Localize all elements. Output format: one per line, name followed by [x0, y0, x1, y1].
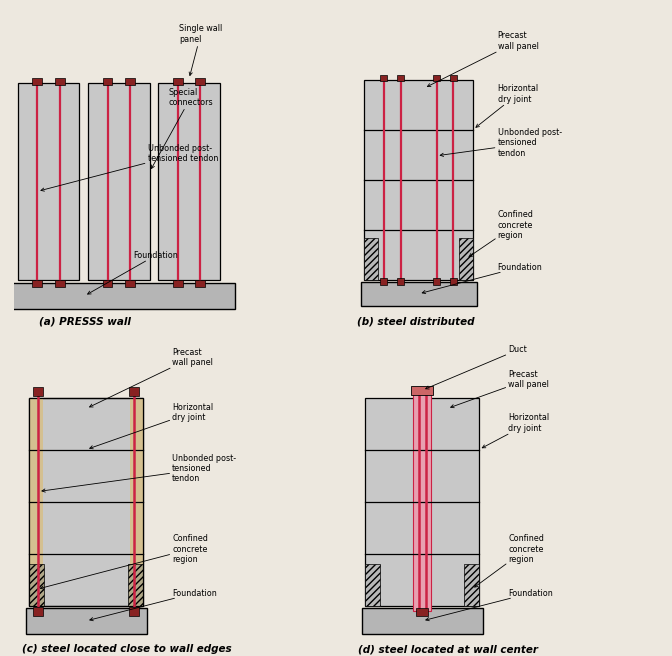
Bar: [125, 280, 135, 287]
Text: Foundation: Foundation: [426, 588, 553, 621]
Bar: [88, 83, 150, 280]
Bar: [173, 77, 183, 85]
Text: (a) PRESSS wall: (a) PRESSS wall: [39, 316, 130, 326]
Bar: [464, 564, 479, 606]
Bar: [103, 77, 112, 85]
Bar: [7, 283, 235, 309]
Bar: [129, 607, 139, 616]
Bar: [173, 280, 183, 287]
Bar: [129, 387, 139, 396]
Bar: [196, 77, 205, 85]
Bar: [32, 280, 42, 287]
Bar: [125, 77, 135, 85]
Bar: [397, 278, 405, 285]
Bar: [413, 393, 431, 611]
Text: Unbonded post-
tensioned
tendon: Unbonded post- tensioned tendon: [440, 128, 562, 158]
Text: Horizontal
dry joint: Horizontal dry joint: [482, 413, 550, 448]
Text: Precast
wall panel: Precast wall panel: [427, 31, 538, 87]
Text: Foundation: Foundation: [87, 251, 178, 294]
Bar: [33, 607, 44, 616]
Bar: [33, 387, 44, 396]
Bar: [196, 280, 205, 287]
Bar: [128, 564, 143, 606]
Bar: [55, 280, 65, 287]
Bar: [397, 75, 405, 81]
Bar: [32, 77, 42, 85]
Bar: [103, 280, 112, 287]
Bar: [417, 609, 428, 616]
Text: Precast
wall panel: Precast wall panel: [89, 348, 213, 407]
Bar: [55, 77, 65, 85]
Bar: [364, 80, 473, 280]
Bar: [30, 398, 42, 606]
Bar: [30, 564, 44, 606]
Text: Precast
wall panel: Precast wall panel: [451, 369, 549, 408]
Text: Unbonded post-
tensioned
tendon: Unbonded post- tensioned tendon: [42, 454, 237, 492]
Text: (b) steel distributed: (b) steel distributed: [358, 316, 474, 326]
Bar: [130, 398, 143, 606]
Text: Confined
concrete
region: Confined concrete region: [474, 534, 544, 587]
Bar: [30, 398, 143, 606]
Bar: [158, 83, 220, 280]
Text: Special
connectors: Special connectors: [151, 88, 213, 169]
Bar: [450, 278, 457, 285]
Bar: [411, 386, 433, 395]
Text: Foundation: Foundation: [422, 262, 542, 294]
Bar: [362, 609, 482, 634]
Bar: [380, 75, 387, 81]
Bar: [380, 278, 387, 285]
Bar: [366, 564, 380, 606]
Bar: [459, 237, 473, 280]
Text: Foundation: Foundation: [90, 588, 217, 621]
Text: (c) steel located close to wall edges: (c) steel located close to wall edges: [22, 644, 232, 654]
Text: Unbonded post-
tensioned tendon: Unbonded post- tensioned tendon: [41, 144, 218, 191]
Bar: [361, 282, 476, 306]
Bar: [433, 278, 440, 285]
Text: Horizontal
dry joint: Horizontal dry joint: [476, 84, 539, 127]
Text: Confined
concrete
region: Confined concrete region: [469, 210, 534, 256]
Text: Confined
concrete
region: Confined concrete region: [40, 534, 208, 589]
Bar: [366, 398, 479, 606]
Bar: [30, 398, 143, 606]
Text: Duct: Duct: [425, 346, 527, 389]
Bar: [364, 237, 378, 280]
Bar: [26, 609, 146, 634]
Bar: [450, 75, 457, 81]
Text: Horizontal
dry joint: Horizontal dry joint: [90, 403, 214, 449]
Bar: [433, 75, 440, 81]
Text: (d) steel located at wall center: (d) steel located at wall center: [358, 644, 538, 654]
Bar: [17, 83, 79, 280]
Text: Single wall
panel: Single wall panel: [179, 24, 222, 75]
